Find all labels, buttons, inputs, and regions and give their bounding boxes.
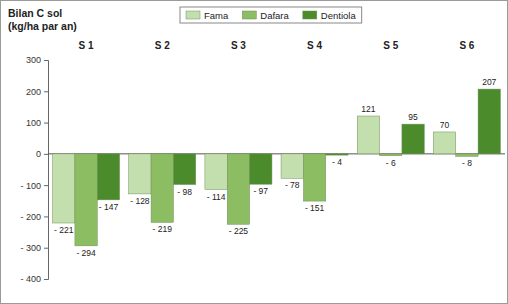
y-tick-label: - 300 (20, 243, 41, 253)
title: Bilan C sol (8, 7, 62, 19)
x-tick: S 2 (155, 40, 170, 51)
x-tick: S 6 (459, 40, 474, 51)
x-tick-label: S 1 (79, 40, 94, 51)
y-axis-line (44, 61, 49, 280)
x-tick-label: S 5 (383, 40, 398, 51)
y-tick-mark (44, 154, 48, 155)
x-tick-label: S 2 (155, 40, 170, 51)
legend-box (180, 7, 362, 23)
y-tick-label: - 200 (20, 212, 41, 222)
x-tick-label: S 3 (231, 40, 246, 51)
bar (129, 154, 151, 194)
y-tick: 300 (26, 55, 48, 65)
y-tick: - 200 (20, 212, 48, 222)
legend-swatch (186, 11, 200, 19)
y-tick-mark (44, 60, 48, 61)
bar (402, 124, 424, 154)
y-tick: - 100 (20, 181, 48, 191)
bar (478, 89, 500, 154)
y-tick-mark (44, 185, 48, 186)
legend-item: Fama (186, 10, 229, 21)
legend-swatch (303, 11, 317, 19)
y-tick: 0 (36, 149, 48, 159)
data-label: - 128 (130, 196, 150, 206)
legend: Fama Dafara Dentiola (180, 7, 362, 23)
data-label: - 97 (253, 186, 268, 196)
bar (250, 154, 272, 184)
bar (326, 154, 348, 155)
bar (205, 154, 227, 190)
x-tick: S 3 (231, 40, 246, 51)
data-label: 121 (361, 104, 375, 114)
legend-label: Fama (204, 10, 229, 21)
y-tick: 100 (26, 118, 48, 128)
y-tick-label: 200 (26, 87, 41, 97)
data-label: - 151 (305, 203, 325, 213)
x-axis: S 1 S 2 S 3 S 4 S 5 S 6 (79, 40, 475, 51)
legend-label: Dafara (260, 10, 289, 21)
data-label: 207 (482, 77, 496, 87)
y-tick-mark (44, 216, 48, 217)
bar (281, 154, 303, 178)
bar (303, 154, 325, 201)
legend-item: Dafara (242, 10, 289, 21)
data-label: - 221 (54, 225, 74, 235)
data-label: - 78 (285, 180, 300, 190)
legend-swatch (242, 11, 256, 19)
y-tick-mark (44, 248, 48, 249)
y-tick-label: 0 (36, 149, 41, 159)
y-tick: 200 (26, 87, 48, 97)
bar (151, 154, 173, 223)
bar (357, 116, 379, 154)
bar (173, 154, 195, 185)
data-label: - 294 (76, 248, 96, 258)
data-label: - 219 (153, 224, 173, 234)
subtitle: (kg/ha par an) (8, 20, 77, 32)
data-label: 70 (440, 120, 450, 130)
data-label: - 4 (332, 157, 342, 167)
bars (53, 89, 501, 246)
bar (433, 132, 455, 154)
y-tick-mark (44, 91, 48, 92)
bar (456, 154, 478, 157)
y-tick-mark (44, 279, 48, 280)
data-label: - 114 (207, 192, 226, 202)
chart: - 400- 300- 200- 1000100200300S 1S 2S 3S… (0, 0, 508, 304)
data-label: - 147 (99, 202, 119, 212)
data-label: - 8 (462, 158, 472, 168)
legend-label: Dentiola (321, 10, 357, 21)
y-tick-label: - 400 (20, 274, 41, 284)
y-tick-mark (44, 123, 48, 124)
y-tick-label: - 100 (20, 181, 41, 191)
frame (1, 1, 508, 304)
y-tick: - 400 (20, 274, 48, 284)
x-tick-label: S 6 (459, 40, 474, 51)
x-tick-label: S 4 (307, 40, 322, 51)
data-label: 95 (408, 112, 418, 122)
y-tick-label: 100 (26, 118, 41, 128)
data-label: - 6 (386, 158, 396, 168)
bar (97, 154, 119, 200)
y-tick: - 300 (20, 243, 48, 253)
x-tick: S 4 (307, 40, 322, 51)
bar (53, 154, 75, 223)
bar (380, 154, 402, 156)
x-tick: S 1 (79, 40, 94, 51)
legend-item: Dentiola (303, 10, 357, 21)
x-tick: S 5 (383, 40, 398, 51)
bar (75, 154, 97, 246)
y-tick-label: 300 (26, 55, 41, 65)
data-labels: - 221 - 128 - 114 - 78 121 70 - 294 - 219 - 225 -… (54, 77, 497, 258)
y-axis: - 400 - 300 - 200 - 100 0 100 200 300 (20, 55, 48, 284)
data-label: - 98 (177, 187, 192, 197)
bar (227, 154, 249, 224)
data-label: - 225 (229, 226, 249, 236)
